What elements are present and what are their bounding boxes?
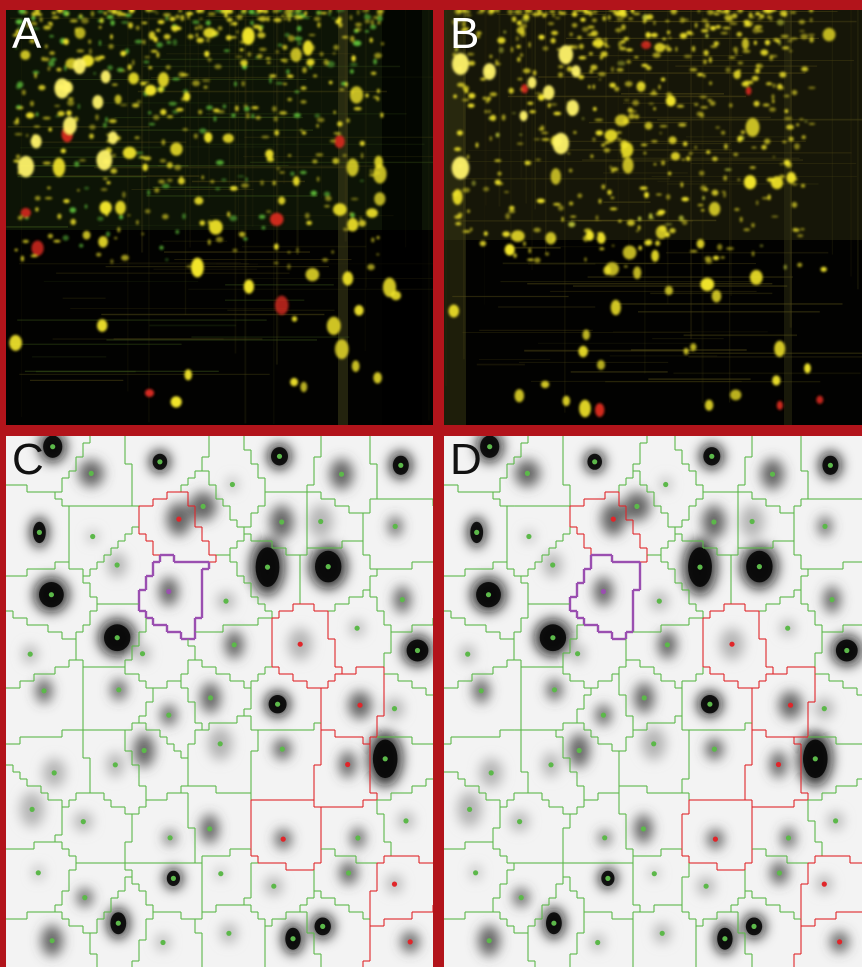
gel-image-b bbox=[444, 10, 862, 425]
gel-image-panel-a: A bbox=[6, 10, 433, 425]
segmented-gel-panel-d: D bbox=[444, 436, 862, 967]
gel-image-panel-b: B bbox=[444, 10, 862, 425]
segmented-gel-c bbox=[6, 436, 433, 967]
segmented-gel-panel-c: C bbox=[6, 436, 433, 967]
gel-image-a bbox=[6, 10, 433, 425]
segmented-gel-d bbox=[444, 436, 862, 967]
